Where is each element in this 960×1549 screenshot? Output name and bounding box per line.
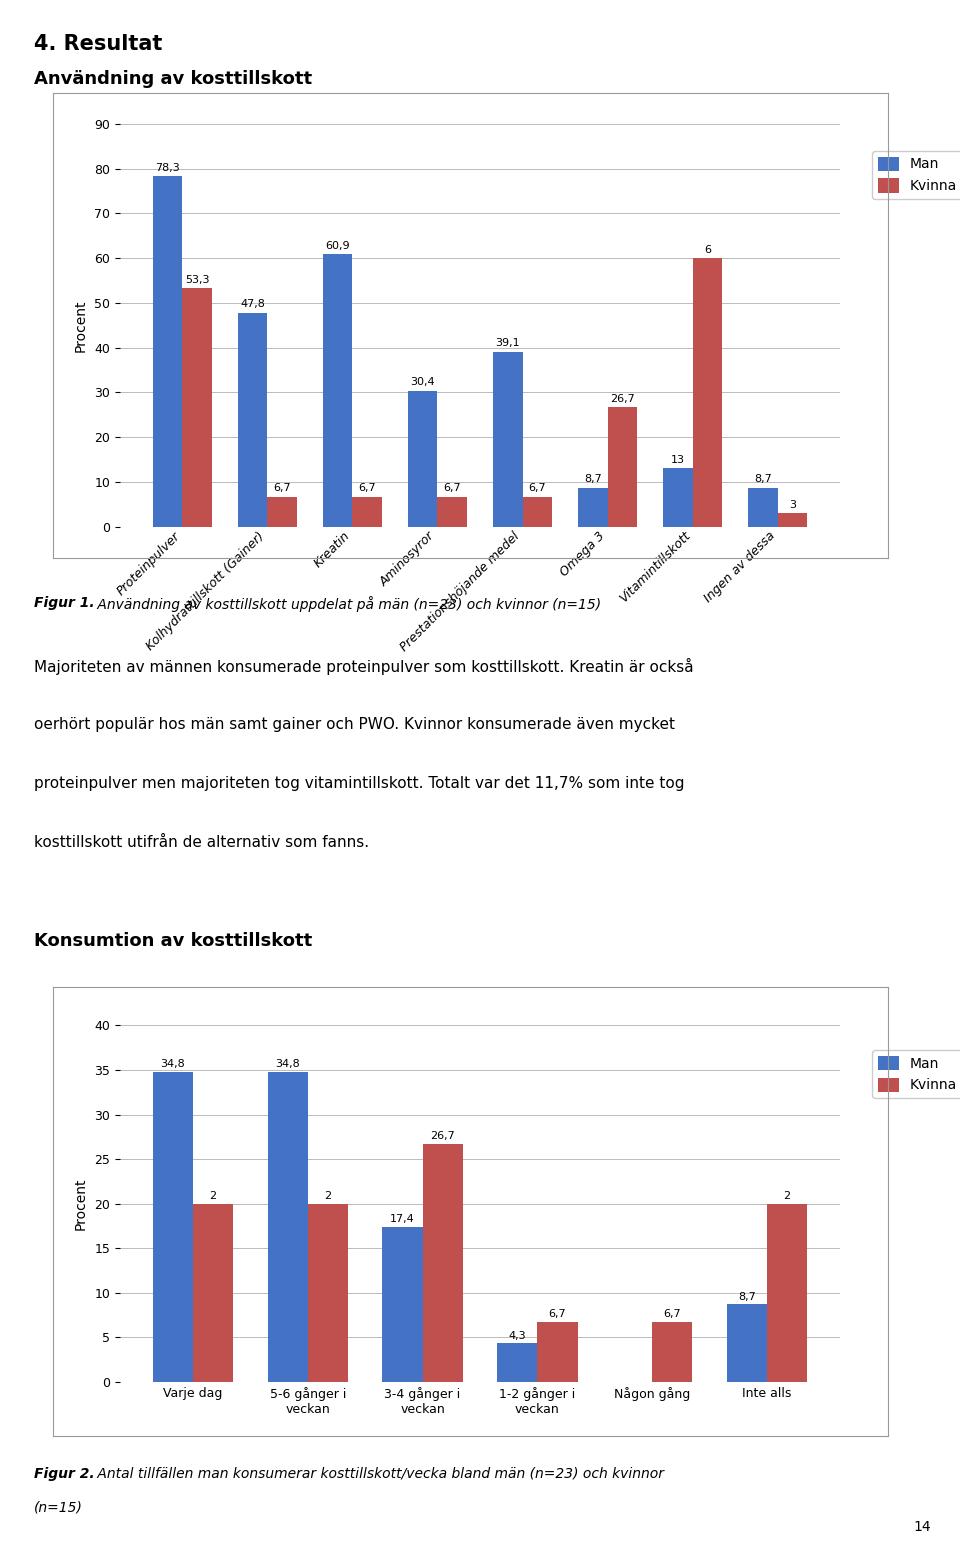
Text: 6,7: 6,7 [529,483,546,493]
Bar [268,1072,308,1382]
Text: Figur 2.: Figur 2. [34,1467,94,1481]
Text: Figur 1.: Figur 1. [34,596,94,610]
Y-axis label: Procent: Procent [73,299,87,352]
Bar [767,1204,807,1382]
Text: 6,7: 6,7 [358,483,376,493]
Bar [308,1204,348,1382]
Text: oerhört populär hos män samt gainer och PWO. Kvinnor konsumerade även mycket: oerhört populär hos män samt gainer och … [34,717,675,733]
Bar [238,313,268,527]
Text: Antal tillfällen man konsumerar kosttillskott/vecka bland män (n=23) och kvinnor: Antal tillfällen man konsumerar kosttill… [93,1467,664,1481]
Bar [748,488,778,527]
Bar [652,1321,692,1382]
Text: 26,7: 26,7 [430,1131,455,1142]
Bar [538,1321,578,1382]
Text: 2: 2 [209,1191,217,1200]
Bar [323,254,352,527]
Text: 39,1: 39,1 [495,338,520,349]
Bar [438,497,468,527]
Text: 14: 14 [914,1520,931,1534]
Bar [727,1304,767,1382]
Bar [578,488,608,527]
Text: 53,3: 53,3 [185,274,209,285]
Text: Användning av kosttillskott: Användning av kosttillskott [34,70,312,88]
Bar [153,1072,193,1382]
Text: Konsumtion av kosttillskott: Konsumtion av kosttillskott [34,932,312,951]
Bar [382,1227,422,1382]
Bar [408,390,438,527]
Legend: Man, Kvinna: Man, Kvinna [873,1050,960,1098]
Text: 34,8: 34,8 [160,1060,185,1069]
Bar [662,468,692,527]
Text: (n=15): (n=15) [34,1501,83,1515]
Text: 6,7: 6,7 [444,483,461,493]
Bar [692,259,722,527]
Bar [182,288,212,527]
Text: 34,8: 34,8 [276,1060,300,1069]
Bar [268,497,298,527]
Y-axis label: Procent: Procent [74,1177,87,1230]
Legend: Man, Kvinna: Man, Kvinna [873,150,960,198]
Text: 17,4: 17,4 [390,1214,415,1224]
Text: 6,7: 6,7 [274,483,291,493]
Text: 60,9: 60,9 [325,240,350,251]
Text: 2: 2 [324,1191,331,1200]
Text: kosttillskott utifrån de alternativ som fanns.: kosttillskott utifrån de alternativ som … [34,835,369,850]
Text: 4,3: 4,3 [509,1331,526,1341]
Text: 8,7: 8,7 [584,474,602,485]
Text: 6: 6 [704,245,711,254]
Bar [193,1204,233,1382]
Bar [492,352,522,527]
Text: 26,7: 26,7 [610,393,635,404]
Text: 30,4: 30,4 [410,376,435,387]
Text: 2: 2 [783,1191,791,1200]
Text: 8,7: 8,7 [738,1292,756,1301]
Bar [497,1343,538,1382]
Text: 6,7: 6,7 [663,1309,682,1320]
Text: 78,3: 78,3 [156,163,180,172]
Text: 13: 13 [671,455,684,465]
Bar [608,407,637,527]
Text: Användning av kosttillskott uppdelat på män (n=23) och kvinnor (n=15): Användning av kosttillskott uppdelat på … [93,596,601,612]
Text: 8,7: 8,7 [754,474,772,485]
Bar [422,1143,463,1382]
Bar [153,177,182,527]
Bar [522,497,552,527]
Text: Majoriteten av männen konsumerade proteinpulver som kosttillskott. Kreatin är oc: Majoriteten av männen konsumerade protei… [34,658,693,675]
Text: 4. Resultat: 4. Resultat [34,34,162,54]
Text: proteinpulver men majoriteten tog vitamintillskott. Totalt var det 11,7% som int: proteinpulver men majoriteten tog vitami… [34,776,684,792]
Bar [778,513,807,527]
Bar [352,497,382,527]
Text: 3: 3 [789,500,796,510]
Text: 47,8: 47,8 [240,299,265,310]
Text: 6,7: 6,7 [549,1309,566,1320]
